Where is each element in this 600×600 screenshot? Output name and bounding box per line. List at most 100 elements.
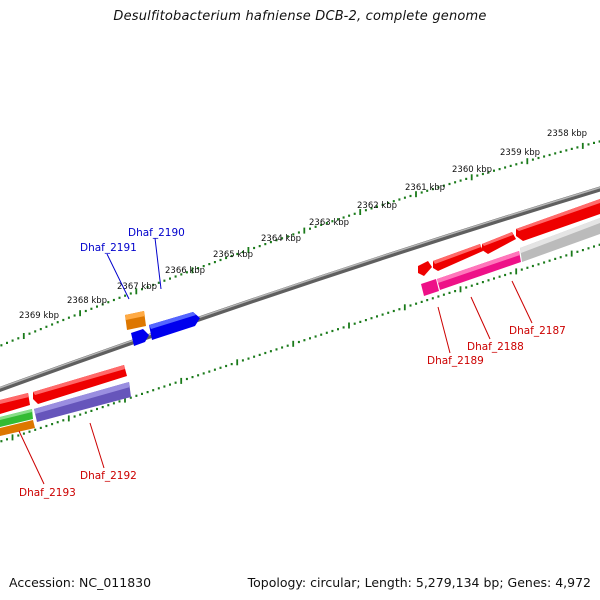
ruler-label: 2367 kbp — [117, 282, 157, 292]
accession-text: Accession: NC_011830 — [9, 575, 152, 590]
gene-dhaf-2192-block[interactable] — [34, 382, 131, 422]
gene-dhaf-2187-arrow[interactable] — [516, 199, 600, 241]
minor-tick — [73, 415, 76, 418]
minor-tick — [459, 179, 462, 182]
gene-dhaf-2188-arrow[interactable] — [482, 232, 516, 254]
ruler-label: 2368 kbp — [67, 296, 107, 306]
gene-dhaf-2193-orange-block[interactable] — [0, 420, 35, 436]
gene-dhaf-2193-arrow[interactable] — [0, 393, 30, 414]
minor-tick — [286, 344, 289, 347]
major-tick — [236, 359, 239, 366]
major-tick — [581, 142, 584, 149]
minor-tick — [320, 333, 323, 336]
minor-tick — [409, 304, 412, 307]
gene-label-dhaf-2193[interactable]: Dhaf_2193 — [19, 487, 76, 499]
minor-tick — [565, 254, 568, 257]
minor-tick — [163, 279, 166, 282]
minor-tick — [465, 286, 468, 289]
minor-tick — [17, 434, 20, 437]
gene-label-dhaf-2191[interactable]: Dhaf_2191 — [80, 242, 137, 254]
minor-tick — [331, 220, 334, 223]
minor-tick — [118, 400, 121, 403]
minor-tick — [157, 387, 160, 390]
minor-tick — [470, 284, 473, 287]
gene-dhaf-2192-arrow[interactable] — [33, 365, 127, 404]
minor-tick — [325, 222, 328, 225]
minor-tick — [576, 250, 579, 253]
minor-tick — [107, 404, 110, 407]
minor-tick — [225, 364, 228, 368]
gene-label-dhaf-2188[interactable]: Dhaf_2188 — [467, 341, 524, 353]
minor-tick — [476, 282, 479, 285]
minor-tick — [465, 177, 468, 180]
minor-tick — [593, 245, 595, 248]
minor-tick — [392, 200, 395, 203]
minor-tick — [84, 309, 87, 313]
minor-tick — [353, 322, 356, 325]
minor-tick — [353, 212, 356, 215]
gene-dhaf-2189-block[interactable] — [421, 279, 439, 296]
inner-tick-ring — [0, 243, 600, 443]
minor-tick — [281, 346, 284, 349]
ruler-label: 2366 kbp — [165, 266, 205, 276]
minor-tick — [381, 203, 384, 206]
minor-tick — [314, 225, 317, 228]
gene-label-dhaf-2189[interactable]: Dhaf_2189 — [427, 355, 484, 367]
minor-tick — [364, 209, 367, 212]
minor-tick — [241, 250, 244, 254]
minor-tick — [320, 223, 323, 226]
minor-tick — [79, 413, 82, 416]
gene-dhaf-2190-arrow[interactable] — [149, 312, 200, 340]
minor-tick — [325, 331, 328, 334]
minor-tick — [554, 257, 557, 260]
ruler-label: 2360 kbp — [452, 165, 492, 175]
gene-dhaf-2189-arrow-b[interactable] — [418, 261, 432, 276]
minor-tick — [169, 277, 171, 280]
gene-label-dhaf-2192[interactable]: Dhaf_2192 — [80, 470, 137, 482]
minor-tick — [225, 256, 228, 260]
minor-tick — [180, 273, 183, 276]
gene-dhaf-2189-arrow-a[interactable] — [433, 244, 483, 271]
gene-dhaf-2191-arrow[interactable] — [131, 329, 149, 346]
minor-tick — [342, 216, 345, 219]
minor-tick — [230, 363, 233, 366]
minor-tick — [62, 419, 65, 422]
minor-tick — [309, 227, 311, 230]
minor-tick — [442, 184, 445, 187]
minor-tick — [191, 376, 194, 379]
minor-tick — [520, 161, 523, 164]
gene-dhaf-2187-block[interactable] — [520, 218, 600, 262]
minor-tick — [364, 319, 367, 322]
minor-tick — [264, 243, 267, 246]
minor-tick — [448, 182, 451, 186]
gene-label-dhaf-2187[interactable]: Dhaf_2187 — [509, 325, 566, 337]
minor-tick — [593, 141, 595, 144]
minor-tick — [107, 301, 110, 304]
minor-tick — [587, 247, 590, 250]
gene-dhaf-2193-green-block[interactable] — [0, 409, 33, 427]
minor-tick — [112, 402, 115, 405]
major-tick — [135, 288, 138, 295]
gene-dhaf-2191-block[interactable] — [125, 311, 146, 330]
gene-label-dhaf-2190[interactable]: Dhaf_2190 — [128, 227, 185, 239]
minor-tick — [537, 156, 540, 160]
minor-tick — [208, 263, 211, 266]
major-tick — [11, 434, 14, 441]
minor-tick — [241, 359, 244, 362]
minor-tick — [426, 299, 429, 302]
minor-tick — [543, 155, 546, 158]
minor-tick — [409, 194, 412, 198]
minor-tick — [509, 164, 512, 167]
minor-tick — [152, 389, 155, 392]
minor-tick — [73, 314, 76, 317]
minor-tick — [264, 351, 267, 355]
gene-dhaf-2188-block[interactable] — [437, 251, 521, 290]
minor-tick — [403, 196, 406, 199]
minor-tick — [543, 261, 546, 264]
minor-tick — [337, 218, 339, 221]
minor-tick — [275, 239, 278, 242]
minor-tick — [124, 294, 127, 297]
minor-tick — [253, 246, 256, 250]
minor-tick — [28, 332, 31, 335]
minor-tick — [236, 252, 239, 256]
